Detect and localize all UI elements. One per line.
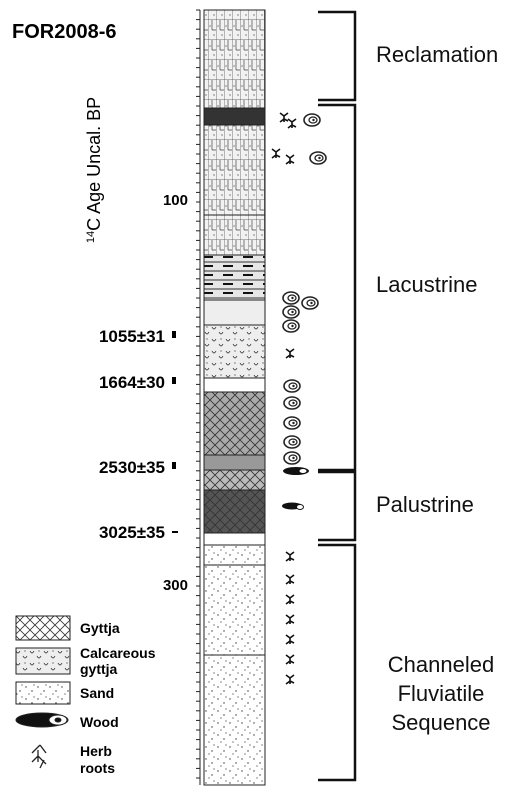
axis-label-sup: 14 — [85, 231, 97, 243]
zone-label: Channeled — [388, 652, 494, 677]
legend-label: Calcareous — [80, 645, 156, 661]
ruler — [196, 10, 200, 785]
symbols — [272, 113, 326, 684]
legend-label: roots — [80, 760, 115, 776]
age-markers — [172, 331, 178, 533]
depth-label: 100 — [163, 192, 188, 209]
legend-label: Sand — [80, 685, 114, 701]
page: FOR2008-6 14C Age Uncal. BP 100 300 1055… — [0, 0, 529, 791]
title: FOR2008-6 — [12, 21, 117, 43]
legend-label: Wood — [80, 714, 119, 730]
column — [204, 10, 265, 785]
age-label: 2530±35 — [99, 458, 165, 477]
legend-swatches — [16, 616, 70, 768]
axis-label-text: C Age Uncal. BP — [84, 97, 104, 231]
age-label: 3025±35 — [99, 523, 165, 542]
legend-label: gyttja — [80, 661, 118, 677]
age-label: 1664±30 — [99, 373, 165, 392]
depth-label: 300 — [163, 577, 188, 594]
legend-label: Gyttja — [80, 620, 120, 636]
zone-label: Reclamation — [376, 42, 498, 67]
axis-label: 14C Age Uncal. BP — [84, 97, 104, 243]
zone-label: Fluviatile — [398, 681, 485, 706]
zone-label: Palustrine — [376, 492, 474, 517]
legend-label: Herb — [80, 743, 112, 759]
zone-label: Sequence — [391, 710, 490, 735]
age-label: 1055±31 — [99, 327, 165, 346]
diagram: FOR2008-6 14C Age Uncal. BP 100 300 1055… — [0, 0, 529, 791]
zone-label: Lacustrine — [376, 272, 478, 297]
brackets — [318, 12, 355, 780]
